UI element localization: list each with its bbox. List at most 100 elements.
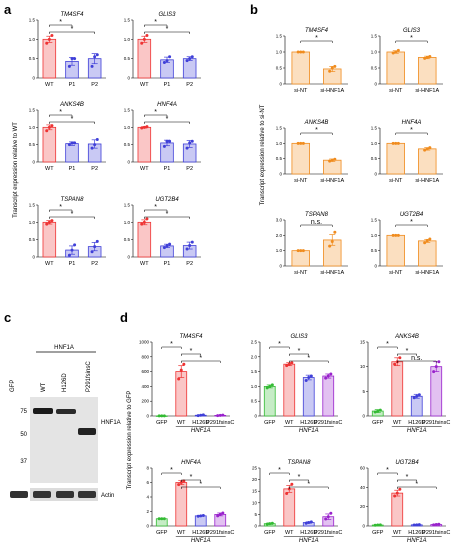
y-tick-label: 1.0 — [124, 125, 131, 130]
sig-label: * — [278, 467, 281, 474]
x-tick-label: si-NT — [389, 88, 403, 94]
y-tick-label: 1.5 — [276, 34, 283, 39]
x-tick-label: si-NT — [294, 178, 308, 184]
y-tick-label: 20 — [252, 477, 258, 482]
x-tick-label: H126D — [300, 420, 317, 426]
y-tick-label: 200 — [141, 399, 149, 404]
bar — [386, 51, 405, 85]
y-tick-label: 1.0 — [29, 37, 36, 42]
data-point — [177, 483, 181, 487]
data-point — [437, 360, 441, 364]
data-point — [307, 521, 311, 525]
x-tick-label: P291fsinsC — [422, 530, 450, 536]
data-point — [326, 374, 330, 378]
y-tick-label: 2 — [146, 509, 149, 514]
data-point — [329, 372, 333, 376]
sig-label: * — [166, 116, 169, 123]
bar — [283, 488, 296, 527]
y-tick-label: 1.0 — [371, 141, 378, 146]
data-point — [140, 126, 144, 130]
chart-title: HNF4A — [157, 102, 177, 108]
x-tick-label: P291fsinsC — [422, 420, 450, 426]
y-tick-label: 0.5 — [124, 142, 131, 147]
x-tick-label: H126D — [408, 420, 425, 426]
data-point — [394, 141, 398, 145]
x-tick-label: si-HNF1A — [415, 178, 439, 184]
x-tick-label: P2 — [186, 166, 193, 172]
data-point — [393, 494, 397, 498]
data-point — [168, 242, 172, 246]
x-tick-label: WT — [285, 420, 294, 426]
data-point — [73, 57, 77, 61]
data-point — [290, 361, 294, 365]
sig-label: * — [59, 109, 62, 116]
lane-label-gfp: GFP — [10, 380, 16, 392]
y-tick-label: 0 — [32, 255, 35, 260]
y-tick-label: 1.5 — [124, 18, 131, 23]
group-label: HNF1A — [191, 538, 211, 544]
data-point — [90, 250, 94, 254]
data-point — [90, 64, 94, 68]
panel-d-ylabel: Transcript expression relative to GFP — [127, 391, 133, 490]
data-point — [190, 55, 194, 59]
y-tick-label: 0.5 — [276, 156, 283, 161]
x-tick-label: P1 — [164, 166, 171, 172]
y-tick-label: 0 — [32, 160, 35, 165]
data-point — [188, 141, 192, 145]
y-tick-label: 1.0 — [251, 384, 258, 389]
chart-b6: 0 0.5 1.0 1.5 UGT2B4 si-NT si-HNF1A * — [371, 212, 443, 276]
data-point — [428, 54, 432, 58]
group-label: HNF1A — [299, 538, 319, 544]
y-tick-label: 0 — [374, 264, 377, 269]
y-tick-label: 0.5 — [251, 399, 258, 404]
bar — [391, 361, 404, 417]
chart-b3: 0 0.5 1.0 1.5 ANKS4B si-NT si-HNF1A * — [276, 120, 348, 184]
y-tick-label: 0 — [127, 160, 130, 165]
bar — [386, 234, 405, 267]
data-point — [95, 53, 99, 57]
western-blot: HNF1A GFP WT H126D P291fsinsC 75 50 37 H… — [10, 345, 121, 501]
data-point — [268, 522, 272, 526]
bar — [263, 385, 276, 417]
data-point — [70, 57, 74, 61]
y-tick-label: 0.5 — [29, 142, 36, 147]
sig-label: * — [298, 348, 301, 355]
data-point — [423, 148, 427, 152]
x-tick-label: P1 — [164, 261, 171, 267]
chart-title: TM4SF4 — [305, 28, 329, 34]
data-point — [425, 147, 429, 151]
y-tick-label: 0 — [254, 414, 257, 419]
lane-label-p291fsinsc: P291fsinsC — [86, 361, 92, 392]
data-point — [395, 491, 399, 495]
data-point — [301, 249, 305, 253]
bar — [291, 142, 310, 175]
y-tick-label: 1.5 — [29, 18, 36, 23]
bar — [137, 221, 152, 258]
data-point — [177, 377, 181, 381]
y-tick-label: 0.5 — [371, 156, 378, 161]
data-point — [378, 408, 382, 412]
y-tick-label: 5 — [254, 512, 257, 517]
bar — [194, 515, 207, 527]
panel-d-letter: d — [120, 310, 128, 325]
actin-band-wt — [33, 491, 51, 498]
y-tick-label: 1.5 — [29, 108, 36, 113]
actin-band-p291fsinsc — [78, 491, 96, 498]
data-point — [373, 523, 377, 527]
chart-title: GLIS3 — [290, 334, 308, 340]
actin-band-h126d — [56, 491, 74, 498]
data-point — [93, 143, 97, 147]
x-tick-label: WT — [45, 261, 54, 267]
data-point — [423, 241, 427, 245]
bar — [418, 57, 437, 85]
sig-label: * — [278, 341, 281, 348]
bar — [291, 51, 310, 85]
data-point — [221, 511, 225, 515]
y-tick-label: 1.0 — [124, 37, 131, 42]
data-point — [428, 146, 432, 150]
data-point — [304, 378, 308, 382]
sig-label: n.s. — [411, 355, 422, 362]
data-point — [270, 383, 274, 387]
chart-a5: 0 0.5 1.0 1.5 TSPAN8 WT P1 P2 * * — [29, 197, 106, 267]
y-tick-label: 1.0 — [276, 50, 283, 55]
